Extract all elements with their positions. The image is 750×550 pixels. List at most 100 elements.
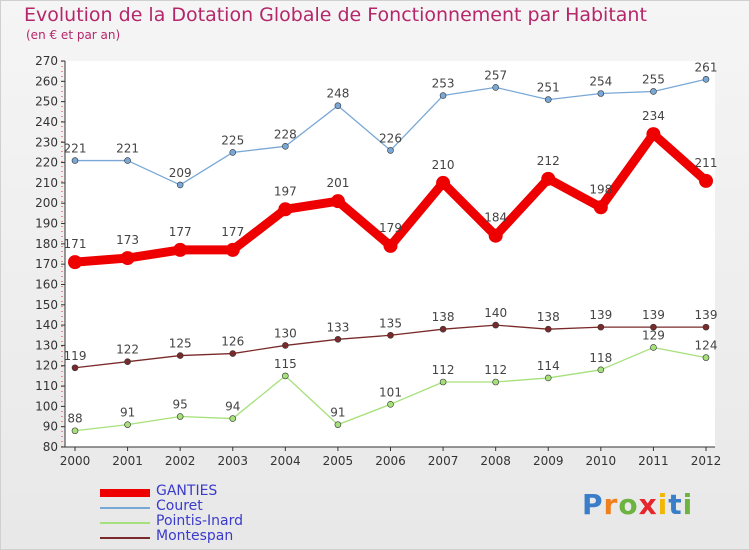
data-label-pointis-inard: 88 (67, 412, 82, 426)
data-label-ganties: 177 (221, 225, 244, 239)
proxiti-logo: Proxiti (582, 488, 693, 521)
data-label-ganties: 197 (274, 184, 297, 198)
data-label-pointis-inard: 94 (225, 400, 240, 414)
data-label-couret: 257 (484, 68, 507, 82)
data-point-couret (702, 75, 710, 83)
data-label-pointis-inard: 118 (589, 351, 612, 365)
data-point-montespan (176, 352, 184, 359)
data-label-ganties: 234 (642, 109, 665, 123)
logo-letter: o (618, 488, 639, 521)
data-point-montespan (492, 321, 499, 329)
data-label-montespan: 119 (64, 349, 87, 363)
data-label-ganties: 210 (432, 158, 455, 172)
data-point-couret (439, 92, 447, 99)
x-tick-label: 2000 (60, 454, 91, 468)
data-point-ganties (488, 228, 503, 243)
legend-swatch (100, 507, 150, 509)
data-label-couret: 221 (116, 142, 139, 156)
data-label-ganties: 211 (695, 156, 718, 170)
data-label-couret: 248 (326, 87, 349, 101)
data-label-pointis-inard: 95 (173, 398, 188, 412)
y-tick-label: 260 (35, 74, 58, 88)
data-label-montespan: 133 (326, 320, 349, 334)
y-tick-label: 180 (35, 237, 58, 251)
y-tick-label: 130 (35, 338, 58, 352)
data-label-montespan: 130 (274, 326, 297, 340)
data-point-montespan (71, 364, 79, 372)
y-tick-label: 80 (43, 440, 58, 454)
data-label-pointis-inard: 101 (379, 385, 402, 399)
y-tick-label: 270 (35, 54, 58, 68)
data-point-montespan (597, 323, 605, 331)
data-label-couret: 228 (274, 127, 297, 141)
x-tick-label: 2008 (480, 454, 511, 468)
data-label-ganties: 212 (537, 154, 560, 168)
data-point-montespan (124, 358, 131, 365)
y-tick-label: 100 (35, 399, 58, 413)
data-point-pointis-inard (492, 378, 499, 386)
data-label-montespan: 126 (221, 335, 244, 349)
y-tick-label: 150 (35, 298, 58, 312)
data-point-montespan (229, 350, 237, 357)
x-tick-label: 2002 (165, 454, 196, 468)
x-tick-label: 2009 (533, 454, 564, 468)
data-point-couret (492, 84, 499, 91)
y-tick-label: 90 (43, 420, 58, 434)
x-tick-label: 2004 (270, 454, 301, 468)
data-point-couret (176, 181, 184, 189)
data-label-montespan: 139 (695, 308, 718, 322)
data-label-pointis-inard: 91 (330, 406, 345, 420)
y-tick-label: 220 (35, 156, 58, 170)
logo-letter: i (657, 488, 669, 521)
data-label-ganties: 184 (484, 211, 507, 225)
x-tick-label: 2005 (323, 454, 354, 468)
data-point-pointis-inard (229, 415, 237, 422)
y-tick-label: 230 (35, 135, 58, 149)
data-point-couret (334, 102, 342, 109)
data-label-montespan: 125 (169, 337, 192, 351)
data-point-ganties (120, 251, 135, 266)
y-tick-label: 160 (35, 277, 58, 291)
data-label-couret: 261 (695, 60, 718, 74)
logo-letter: P (582, 488, 604, 521)
y-tick-label: 250 (35, 95, 58, 109)
data-point-couret (229, 149, 237, 156)
data-point-couret (71, 157, 79, 164)
data-label-ganties: 171 (64, 237, 87, 251)
data-label-montespan: 138 (432, 310, 455, 324)
x-tick-label: 2010 (586, 454, 617, 468)
chart-title: Evolution de la Dotation Globale de Fonc… (24, 4, 647, 26)
data-label-montespan: 135 (379, 316, 402, 330)
legend-swatch (100, 537, 150, 539)
data-label-montespan: 138 (537, 310, 560, 324)
data-label-ganties: 179 (379, 221, 402, 235)
data-point-ganties (330, 194, 345, 209)
data-point-montespan (282, 342, 289, 349)
logo-letter: t (668, 488, 683, 521)
data-label-pointis-inard: 112 (432, 363, 455, 377)
data-label-montespan: 140 (484, 306, 507, 320)
data-point-pointis-inard (124, 421, 131, 428)
y-tick-label: 240 (35, 115, 58, 129)
data-label-pointis-inard: 115 (274, 357, 297, 371)
logo-letter: r (603, 488, 619, 521)
x-tick-label: 2003 (217, 454, 248, 468)
data-point-pointis-inard (544, 374, 552, 382)
data-point-pointis-inard (702, 354, 710, 361)
data-label-couret: 255 (642, 72, 665, 86)
legend-label: Couret (156, 498, 203, 514)
data-point-ganties (699, 173, 713, 188)
data-label-couret: 254 (589, 75, 612, 89)
data-point-ganties (593, 200, 608, 215)
legend-swatch (100, 489, 150, 497)
data-label-couret: 209 (169, 166, 192, 180)
x-tick-label: 2011 (638, 454, 669, 468)
data-point-ganties (541, 171, 556, 186)
legend-swatch (100, 522, 150, 524)
data-label-ganties: 198 (589, 182, 612, 196)
data-label-couret: 251 (537, 81, 560, 95)
y-tick-label: 140 (35, 318, 58, 332)
logo-letter: x (638, 488, 658, 521)
data-point-pointis-inard (71, 427, 79, 435)
